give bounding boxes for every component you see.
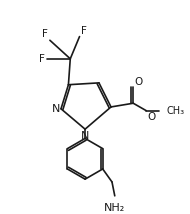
Text: N: N <box>52 104 60 114</box>
Text: F: F <box>42 29 48 39</box>
Text: O: O <box>147 113 155 122</box>
Text: F: F <box>39 54 45 64</box>
Text: F: F <box>81 26 87 36</box>
Text: N: N <box>81 131 89 141</box>
Text: O: O <box>134 77 142 87</box>
Text: NH₂: NH₂ <box>104 203 125 213</box>
Text: CH₃: CH₃ <box>167 106 185 116</box>
